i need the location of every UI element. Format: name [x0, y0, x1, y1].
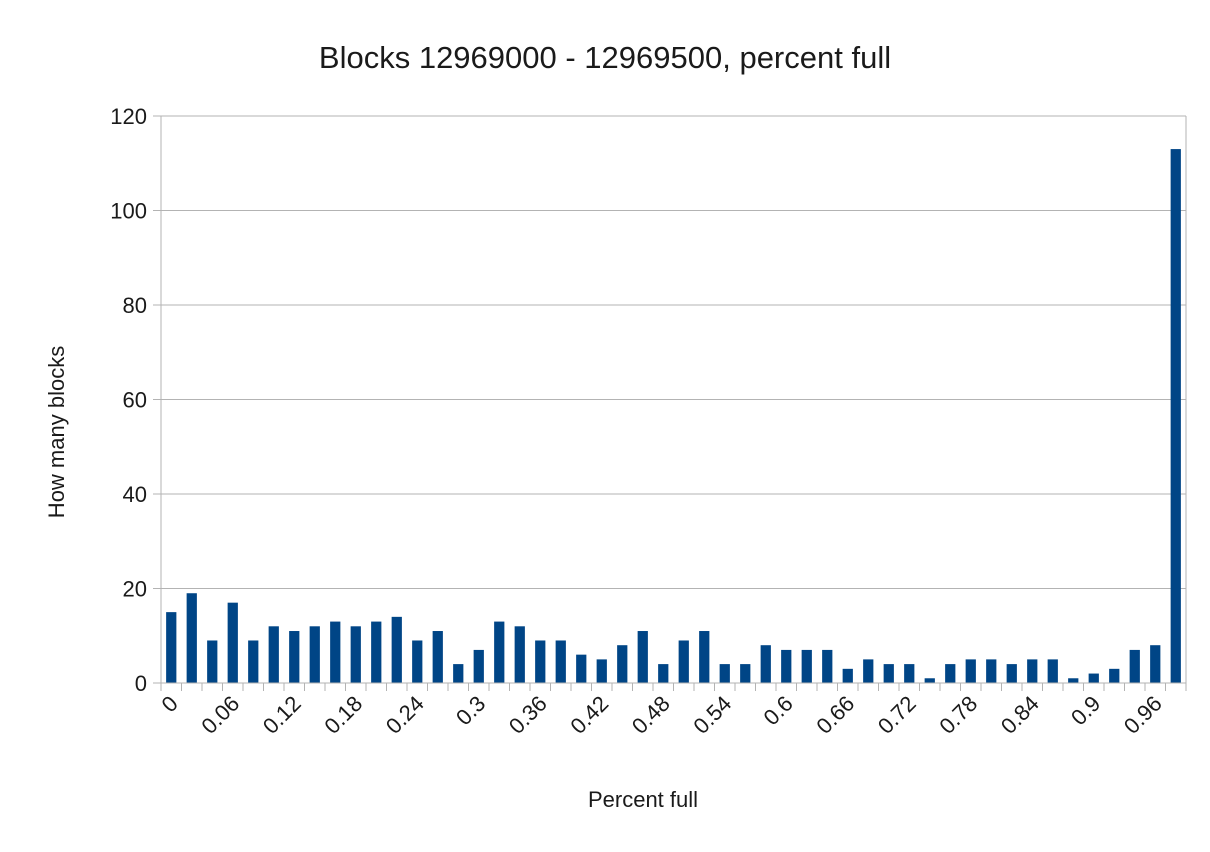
- x-tick-label: 0.42: [565, 691, 613, 739]
- bar-0.28: [453, 664, 464, 683]
- bars: [166, 149, 1181, 684]
- bar-0: [166, 612, 177, 684]
- bar-0.04: [207, 640, 218, 683]
- bar-0.52: [699, 631, 710, 683]
- bar-0.26: [432, 631, 443, 683]
- x-tick-label: 0.12: [258, 691, 306, 739]
- y-tick-label: 80: [123, 293, 147, 318]
- bar-0.34: [514, 626, 525, 683]
- bar-0.66: [842, 668, 853, 683]
- y-axis-label: How many blocks: [44, 346, 69, 518]
- gridlines: [161, 115, 1186, 684]
- bar-0.5: [678, 640, 689, 683]
- bar-0.3: [473, 649, 484, 683]
- x-tick-labels: 0 0.06 0.12 0.18 0.24 0.3 0.36 0.42 0.48 0.54 0.6 0…: [156, 691, 1166, 739]
- bar-0.9: [1088, 673, 1099, 683]
- x-tick-label: 0.96: [1119, 691, 1167, 739]
- bar-0.58: [760, 645, 771, 683]
- bar-0.76: [945, 664, 956, 683]
- y-tick-label: 100: [110, 199, 147, 224]
- bar-0.56: [740, 664, 751, 683]
- x-tick-label: 0.36: [504, 691, 552, 739]
- y-tick-label: 20: [123, 577, 147, 602]
- bar-0.18: [350, 626, 361, 683]
- bar-0.16: [330, 621, 341, 683]
- chart-title: Blocks 12969000 - 12969500, percent full: [319, 40, 891, 75]
- y-tick-label: 60: [123, 388, 147, 413]
- y-tick-label: 40: [123, 482, 147, 507]
- bar-0.7: [883, 664, 894, 683]
- bar-0.14: [309, 626, 320, 683]
- bar-0.02: [186, 593, 197, 683]
- bar-0.22: [391, 616, 402, 683]
- bar-0.72: [904, 664, 915, 683]
- bar-0.48: [658, 664, 669, 683]
- bar-0.42: [596, 659, 607, 684]
- bar-0.32: [494, 621, 505, 683]
- x-axis-label: Percent full: [588, 787, 698, 812]
- bar-0.12: [289, 631, 300, 683]
- bar-0.54: [719, 664, 730, 683]
- bar-0.44: [617, 645, 628, 683]
- x-tick-label: 0.6: [758, 691, 797, 730]
- bar-0.24: [412, 640, 423, 683]
- bar-0.08: [248, 640, 259, 683]
- bar-0.94: [1129, 649, 1140, 683]
- bar-0.46: [637, 631, 648, 683]
- bar-0.74: [924, 678, 935, 683]
- bar-0.8: [986, 659, 997, 684]
- x-tick-label: 0.78: [934, 691, 982, 739]
- x-tick-label: 0.06: [196, 691, 244, 739]
- bar-0.62: [801, 649, 812, 683]
- bar-0.36: [535, 640, 546, 683]
- bar-0.1: [268, 626, 279, 683]
- x-tick-label: 0.54: [688, 691, 736, 739]
- bar-0.92: [1109, 668, 1120, 683]
- x-tick-label: 0.24: [381, 691, 429, 739]
- x-tick-label: 0.48: [627, 691, 675, 739]
- x-tick-label: 0.3: [451, 691, 490, 730]
- bar-0.78: [965, 659, 976, 684]
- bar-0.86: [1047, 659, 1058, 684]
- bar-0.82: [1006, 664, 1017, 683]
- x-tick-label: 0.84: [996, 691, 1044, 739]
- x-tick-label: 0.9: [1066, 691, 1105, 730]
- bar-0.96: [1150, 645, 1161, 683]
- bar-0.4: [576, 654, 587, 683]
- y-tick-label: 0: [135, 671, 147, 696]
- bar-0.98: [1170, 149, 1181, 683]
- y-tick-labels: 0 20 40 60 80 100 120: [110, 104, 147, 696]
- bar-0.84: [1027, 659, 1038, 684]
- bar-0.06: [227, 602, 238, 683]
- x-tick-label: 0: [156, 691, 182, 717]
- y-tick-label: 120: [110, 104, 147, 129]
- bar-0.2: [371, 621, 382, 683]
- axes: [153, 115, 1187, 691]
- bar-0.38: [555, 640, 566, 683]
- bar-0.6: [781, 649, 792, 683]
- x-tick-label: 0.66: [811, 691, 859, 739]
- x-tick-label: 0.18: [319, 691, 367, 739]
- bar-0.68: [863, 659, 874, 684]
- x-tick-label: 0.72: [873, 691, 921, 739]
- bar-0.88: [1068, 678, 1079, 683]
- bar-0.64: [822, 649, 833, 683]
